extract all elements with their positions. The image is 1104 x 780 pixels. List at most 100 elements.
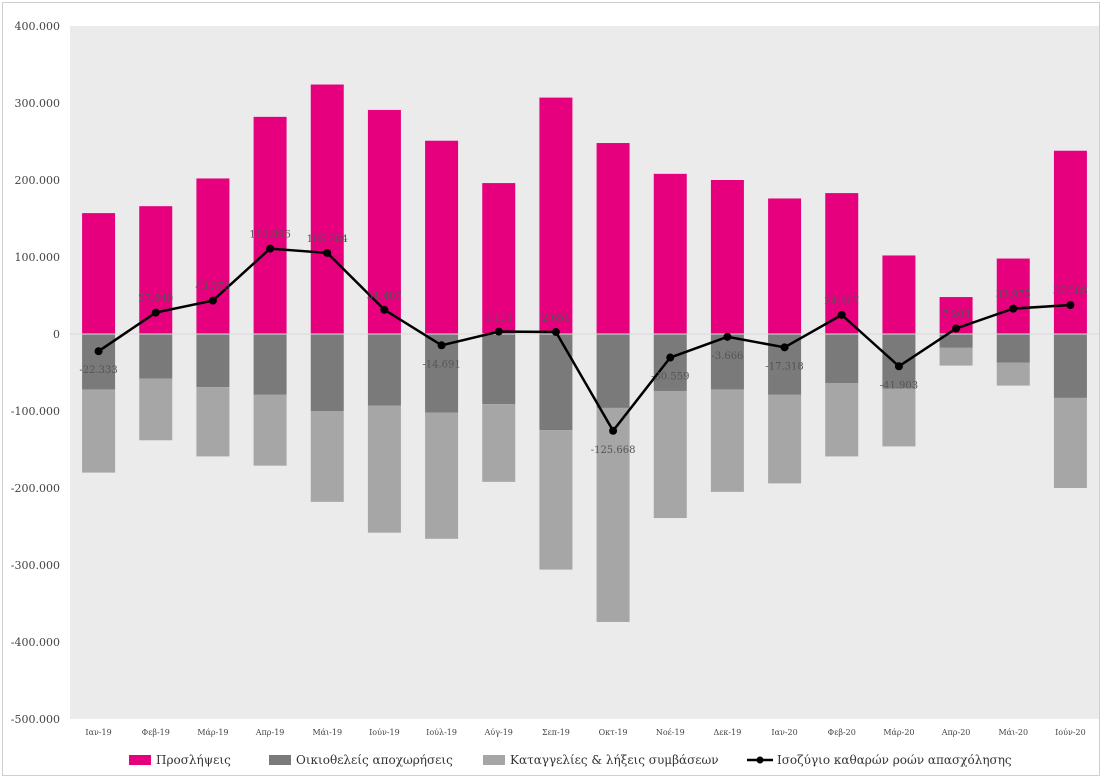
- legend-label: Ισοζύγιο καθαρών ροών απασχόλησης: [777, 753, 1012, 767]
- bar-terminations: [1053, 397, 1087, 488]
- bar-hires: [768, 198, 802, 334]
- net-balance-point: [380, 305, 389, 314]
- bar-voluntary-exits: [653, 334, 687, 391]
- bar-voluntary-exits: [596, 334, 630, 408]
- y-tick-label: 200.000: [15, 174, 61, 187]
- y-tick-label: -200.000: [11, 482, 60, 495]
- y-tick-label: -100.000: [11, 405, 60, 418]
- bar-hires: [825, 193, 859, 334]
- bar-hires: [482, 183, 516, 334]
- x-tick-label: Απρ-19: [255, 728, 285, 737]
- legend-swatch: [483, 755, 505, 765]
- data-label: -30.559: [651, 372, 689, 383]
- bar-hires: [710, 180, 744, 334]
- data-label: 24.867: [824, 296, 859, 307]
- net-balance-point: [551, 327, 560, 336]
- net-balance-point: [94, 347, 103, 356]
- x-tick-label: Δεκ-19: [714, 728, 742, 737]
- bar-terminations: [768, 394, 802, 484]
- x-tick-label: Ιαν-19: [85, 728, 111, 737]
- bar-terminations: [596, 407, 630, 622]
- data-label: -22.333: [79, 365, 117, 376]
- bar-terminations: [882, 388, 916, 447]
- net-balance-point: [437, 341, 446, 350]
- legend-swatch: [129, 755, 151, 765]
- bar-terminations: [939, 347, 973, 366]
- net-balance-point: [780, 343, 789, 352]
- bar-hires: [196, 178, 230, 334]
- bar-hires: [596, 143, 630, 334]
- data-label: -125.668: [591, 445, 636, 456]
- data-label: 105.284: [307, 234, 348, 245]
- data-label: 37.588: [1053, 286, 1088, 297]
- bar-voluntary-exits: [825, 334, 859, 384]
- net-balance-point: [837, 310, 846, 319]
- net-balance-point: [151, 308, 160, 317]
- bar-voluntary-exits: [139, 334, 173, 379]
- legend-label: Προσλήψεις: [156, 753, 231, 767]
- bar-hires: [310, 84, 344, 335]
- bar-hires: [882, 255, 916, 334]
- plot-area: [70, 26, 1099, 719]
- bar-voluntary-exits: [539, 334, 573, 431]
- bar-voluntary-exits: [1053, 334, 1087, 398]
- bar-terminations: [82, 389, 116, 473]
- x-tick-label: Ιούλ-19: [426, 728, 457, 737]
- net-balance-point: [952, 324, 961, 333]
- x-tick-label: Νοέ-19: [656, 728, 685, 737]
- bar-voluntary-exits: [310, 334, 344, 411]
- x-tick-label: Ιούν-20: [1055, 728, 1086, 737]
- bar-terminations: [196, 387, 230, 457]
- y-tick-label: 400.000: [15, 20, 61, 33]
- x-tick-label: Μάι-19: [312, 728, 342, 737]
- net-balance-point: [894, 362, 903, 371]
- bar-terminations: [425, 412, 459, 539]
- x-tick-label: Απρ-20: [941, 728, 971, 737]
- x-tick-label: Μάι-20: [998, 728, 1028, 737]
- data-label: 32.975: [996, 290, 1031, 301]
- bar-terminations: [653, 390, 687, 519]
- bar-voluntary-exits: [710, 334, 744, 390]
- bar-hires: [425, 140, 459, 334]
- bar-terminations: [482, 404, 516, 482]
- data-label: 7.203: [942, 309, 971, 320]
- data-label: 43.373: [195, 282, 230, 293]
- net-balance-point: [323, 248, 332, 257]
- bar-hires: [253, 116, 287, 334]
- data-label: -14.691: [422, 359, 460, 370]
- bar-voluntary-exits: [939, 334, 973, 348]
- y-tick-label: -400.000: [11, 636, 60, 649]
- bar-voluntary-exits: [882, 334, 916, 389]
- x-tick-label: Μάρ-19: [197, 728, 228, 737]
- bar-voluntary-exits: [482, 334, 516, 405]
- chart-svg: 400.000 300.000 200.000 100.000 0 -100.000 -20…: [11, 20, 1099, 767]
- data-label: -3.666: [711, 351, 743, 362]
- bar-hires: [996, 258, 1030, 334]
- net-balance-point: [1066, 301, 1075, 310]
- x-tick-label: Οκτ-19: [599, 728, 628, 737]
- bar-hires: [82, 213, 116, 334]
- x-tick-label: Ιούν-19: [369, 728, 400, 737]
- bar-terminations: [253, 394, 287, 466]
- y-tick-label: 100.000: [15, 251, 61, 264]
- data-label: -41.903: [880, 380, 918, 391]
- net-balance-point: [666, 353, 675, 362]
- x-tick-label: Σεπ-19: [542, 728, 570, 737]
- legend-marker: [756, 756, 764, 764]
- data-label: 27.840: [138, 294, 173, 305]
- data-label: -17.318: [765, 361, 803, 372]
- bar-hires: [539, 97, 573, 334]
- y-tick-label: 300.000: [15, 97, 61, 110]
- bar-terminations: [710, 389, 744, 492]
- legend-label: Οικιοθελείς αποχωρήσεις: [296, 753, 453, 767]
- bar-voluntary-exits: [996, 334, 1030, 363]
- bar-terminations: [996, 362, 1030, 386]
- bar-hires: [367, 109, 401, 335]
- data-label: 3.111: [484, 313, 513, 324]
- x-tick-label: Ιαν-20: [771, 728, 797, 737]
- legend-swatch: [269, 755, 291, 765]
- y-tick-label: -500.000: [11, 713, 60, 726]
- net-balance-line: [97, 247, 1071, 433]
- net-balance-point: [609, 426, 618, 435]
